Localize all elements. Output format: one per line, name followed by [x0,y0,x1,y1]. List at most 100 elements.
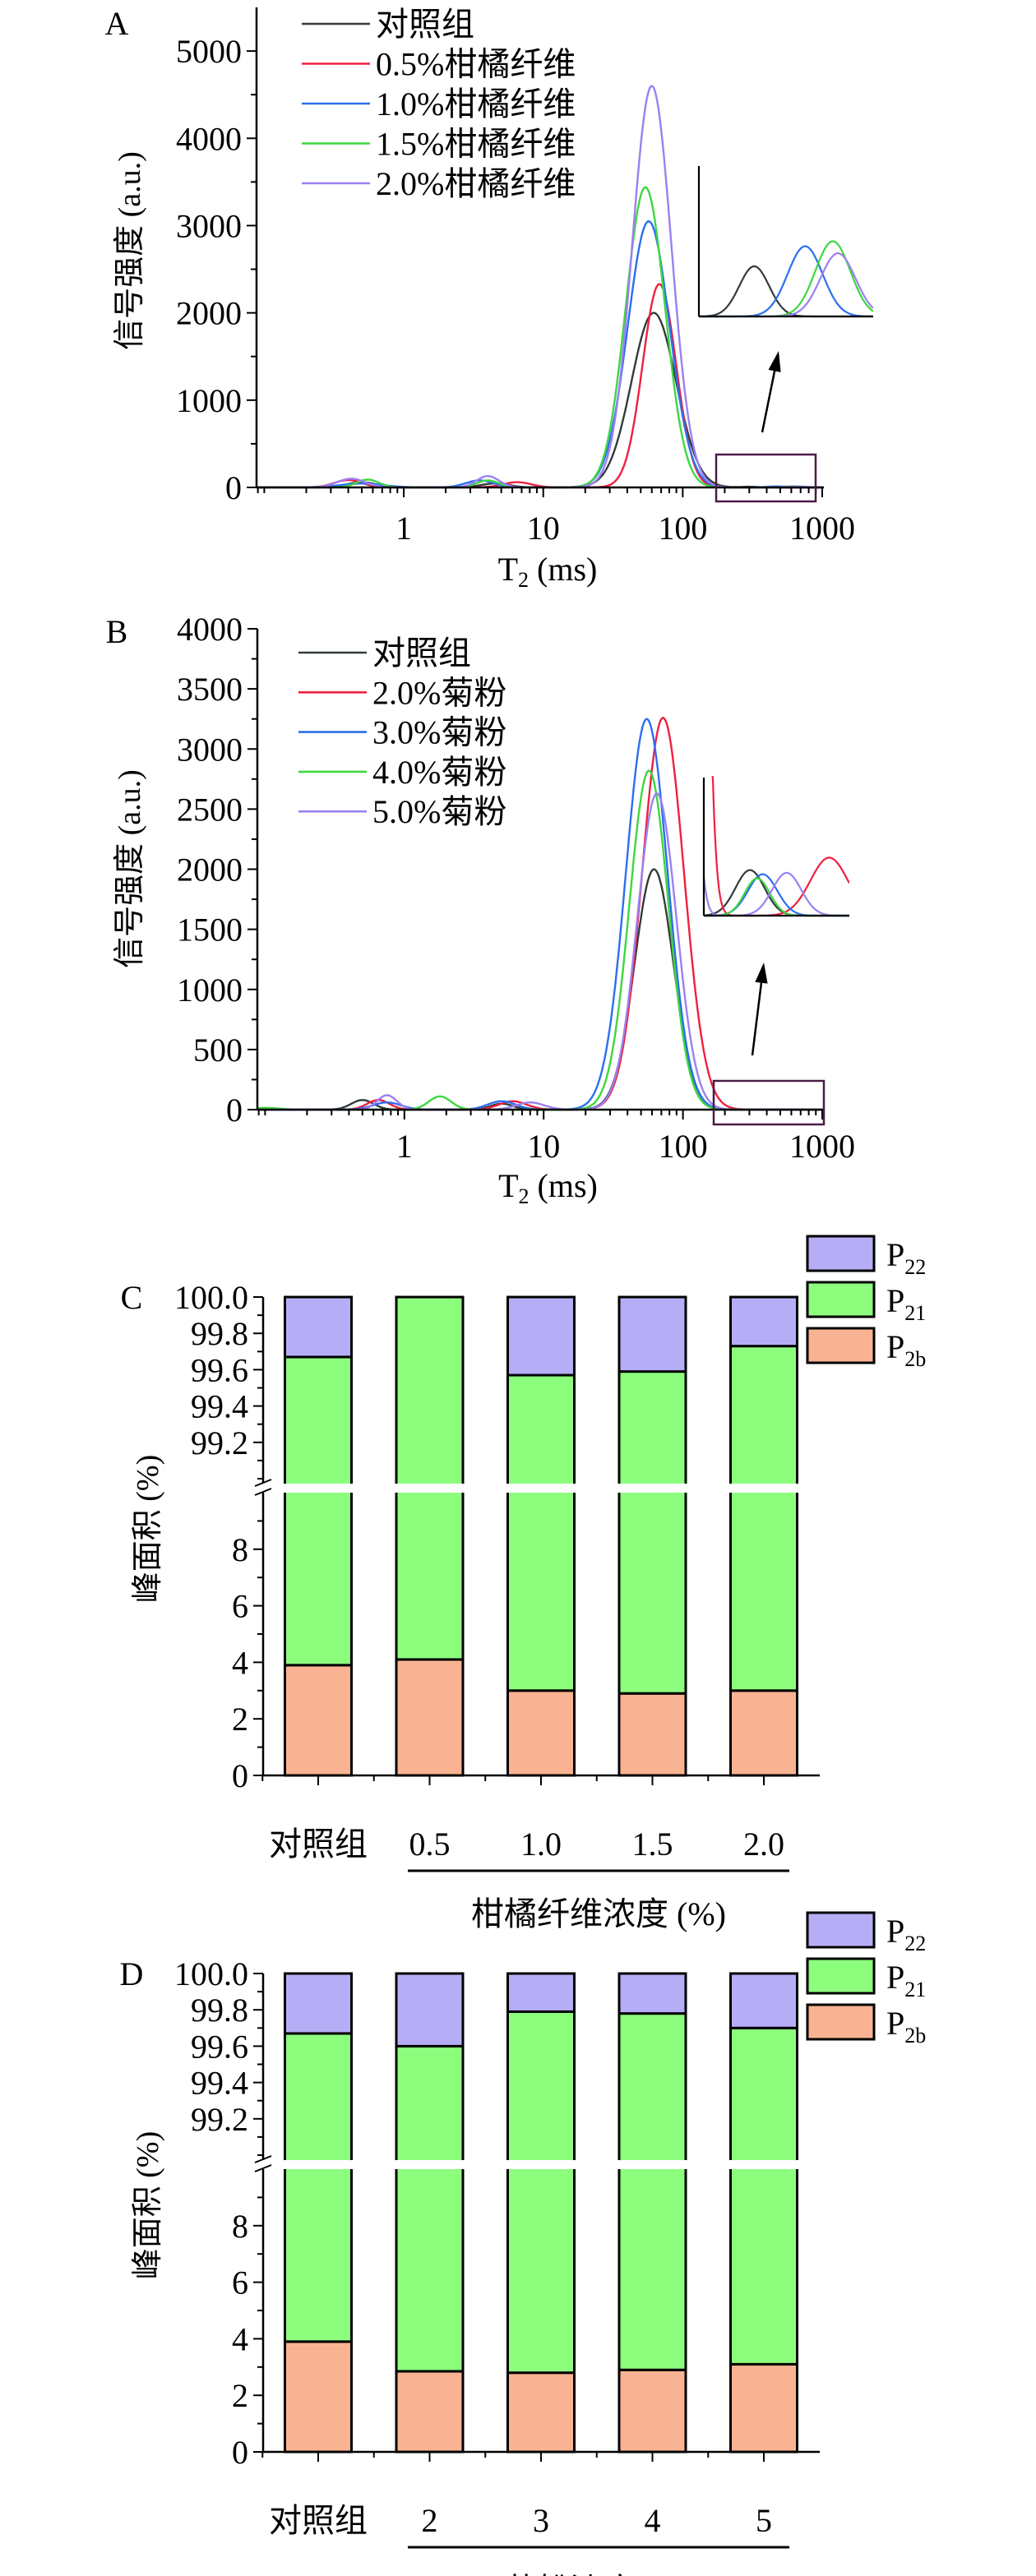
x-axis-label-sub: 2 [518,568,529,592]
y-tick-label: 4000 [177,611,243,648]
y-tick-label: 100.0 [174,1279,248,1316]
bar-segment-21 [395,2044,465,2373]
bar-segment-2b [729,2362,798,2454]
legend-label-3: 4.0%菊粉 [372,754,506,791]
x-axis-label-unit: (ms) [529,551,597,588]
legend-swatch-2b [806,1327,876,1364]
zoom-region-box [715,453,817,503]
bar-segment-22 [506,1295,576,1377]
legend-label-main: P [886,1282,904,1319]
x-tick-label: 4 [645,2502,661,2539]
y-axis-label: 峰面积 (%) [131,2131,165,2279]
legend-label-0: 对照组 [372,635,471,672]
y-tick-label: 8 [232,1531,248,1568]
legend-label-sub: 22 [904,1255,926,1279]
legend-label-3: 1.5%柑橘纤维 [376,126,576,163]
legend-label-sub: 2b [904,1347,926,1371]
x-axis-label-unit: (ms) [530,1167,598,1204]
y-tick-label: 99.2 [191,2101,248,2138]
inset-plot [704,776,849,917]
bar-segment-22 [395,1972,465,2047]
y-tick-label: 4 [232,2320,248,2357]
bar-segment-2b [617,2368,687,2454]
x-tick-label: 1000 [789,1128,855,1165]
x-tick-label: 1000 [789,510,855,547]
y-axis-label: 信号强度 (a.u.) [113,769,147,968]
y-tick-label: 99.2 [191,1424,248,1461]
legend-swatch-2b [806,2003,876,2041]
legend-label-0: 对照组 [376,6,474,43]
legend-label-main: P [886,1913,904,1950]
bar-segment-2b [617,1692,687,1777]
legend-label-22: P22 [886,1236,926,1279]
y-tick-label: 500 [193,1032,243,1069]
y-tick-label: 1500 [177,912,243,949]
y-tick-label: 3500 [177,671,243,708]
y-tick-label: 0 [226,1092,243,1129]
axis-break-gap [238,2160,828,2169]
legend-label-1: 2.0%菊粉 [372,674,506,711]
bar-segment-2b [284,1664,353,1777]
axis-break-gap [238,1484,828,1493]
panel-label: C [121,1279,143,1316]
series-line-3 [257,769,822,1111]
bar-segment-22 [729,1972,798,2029]
y-tick-label: 99.6 [191,1351,248,1388]
bar-segment-21 [395,1295,465,1661]
x-axis-label: 菊粉浓度 (%) [504,2572,693,2576]
inset-series-line-0 [699,265,873,318]
y-tick-label: 99.4 [191,1388,248,1425]
zoom-region-box [712,1079,826,1126]
y-tick-label: 1000 [176,382,242,419]
x-axis-label: T2 (ms) [498,551,598,592]
x-tick-label: 100 [659,1128,708,1165]
legend-swatch-21 [806,1281,876,1318]
legend-label-4: 5.0%菊粉 [372,793,506,830]
x-tick-label: 1 [395,510,412,547]
x-tick-label: 对照组 [269,1826,368,1863]
x-axis-label-sub: 2 [519,1184,530,1208]
series-line-0 [257,312,822,489]
legend-label-main: P [886,2005,904,2042]
series-line-1 [257,716,822,1111]
x-tick-label: 1.0 [520,1826,562,1863]
legend-label-2b: P2b [886,1328,926,1371]
axis-break-mark [254,2155,272,2163]
y-tick-label: 100.0 [174,1955,248,1992]
bar-segment-21 [284,1355,353,1667]
panel-label: B [106,613,128,650]
y-tick-label: 0 [225,469,242,506]
y-axis-label: 信号强度 (a.u.) [113,151,147,350]
y-tick-label: 2 [232,2377,248,2414]
panel-label: A [105,5,129,42]
y-tick-label: 99.8 [191,1992,248,2029]
y-tick-label: 4000 [176,120,242,157]
series-line-2 [257,219,822,489]
zoom-arrow-shaft [761,360,778,433]
y-tick-label: 0 [232,1757,248,1794]
legend-label-sub: 22 [904,1932,926,1955]
axis-break-mark [254,2164,272,2172]
y-tick-label: 3000 [177,731,243,768]
y-tick-label: 0 [232,2434,248,2471]
zoom-arrow-head [768,351,781,372]
legend-label-2: 3.0%菊粉 [372,714,506,751]
y-tick-label: 2 [232,1701,248,1738]
bar-segment-2b [395,1658,465,1777]
inset-series-line-4 [699,252,873,318]
axis-break-mark [254,1488,272,1496]
y-tick-label: 6 [232,2264,248,2301]
bar-segment-22 [506,1972,576,2013]
x-tick-label: 1.5 [632,1826,673,1863]
inset-series-line-2 [699,245,873,318]
legend-label-21: P21 [886,1959,926,2001]
bar-segment-22 [284,1295,353,1359]
y-tick-label: 5000 [176,33,242,70]
zoom-arrow-head [755,963,768,984]
panel-b-t2-distribution-inulin: 0 500 1000 1500 2000 2500 3000 3500 4000 1 10 100 10… [106,611,855,1208]
inset-series-line-3 [704,877,849,917]
y-tick-label: 2000 [177,852,243,889]
bar-segment-21 [729,2026,798,2366]
